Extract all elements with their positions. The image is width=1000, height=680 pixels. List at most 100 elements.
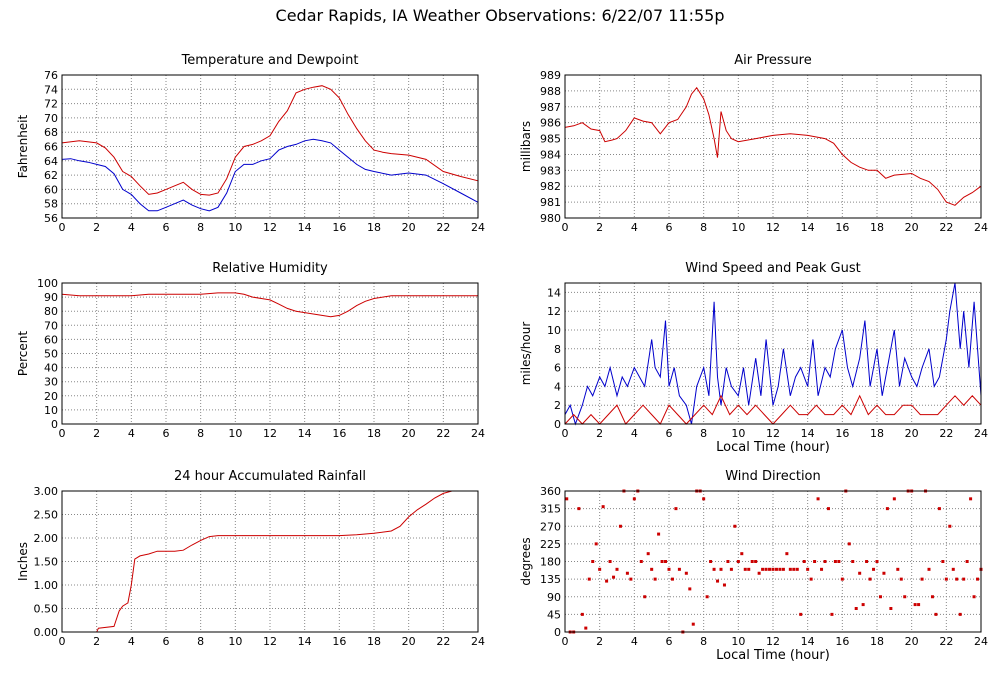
x-tick-label: 24: [471, 221, 485, 234]
data-point: [799, 612, 803, 616]
y-tick-label: 70: [44, 319, 58, 332]
chart-title: Air Pressure: [734, 53, 812, 68]
x-tick-label: 4: [128, 221, 135, 234]
data-point: [899, 577, 903, 581]
data-point: [896, 567, 900, 571]
data-point: [677, 567, 681, 571]
x-tick-label: 18: [367, 427, 381, 440]
data-point: [594, 542, 598, 546]
y-tick-label: 135: [540, 573, 561, 586]
data-point: [657, 532, 661, 536]
x-tick-label: 24: [974, 635, 988, 648]
y-tick-label: 80: [44, 305, 58, 318]
data-point: [948, 524, 952, 528]
data-point: [882, 571, 886, 575]
x-tick-label: 12: [766, 427, 780, 440]
y-axis-label: miles/hour: [519, 322, 533, 386]
y-axis-label: Fahrenheit: [16, 114, 30, 178]
y-tick-label: 0: [51, 418, 58, 431]
y-tick-label: 360: [540, 485, 561, 498]
y-tick-label: 989: [540, 69, 561, 82]
y-tick-label: 981: [540, 196, 561, 209]
x-tick-label: 4: [128, 635, 135, 648]
plot-frame: [564, 282, 982, 425]
data-point: [833, 560, 837, 563]
x-tick-label: 8: [197, 635, 204, 648]
y-tick-label: 980: [540, 212, 561, 225]
x-tick-label: 6: [163, 635, 170, 648]
x-tick-label: 10: [731, 427, 745, 440]
x-tick-label: 18: [367, 635, 381, 648]
data-point: [740, 552, 744, 556]
data-point: [643, 595, 647, 599]
data-point: [660, 560, 664, 563]
x-tick-label: 24: [974, 221, 988, 234]
x-tick-label: 4: [631, 635, 638, 648]
data-point: [847, 542, 851, 546]
series-line-1: [61, 138, 479, 212]
y-tick-label: 45: [547, 608, 561, 621]
page-title: Cedar Rapids, IA Weather Observations: 6…: [275, 6, 725, 25]
x-tick-label: 22: [436, 427, 450, 440]
data-point: [712, 567, 716, 571]
data-point: [920, 577, 924, 581]
series-line-0: [62, 490, 478, 633]
data-point: [792, 567, 796, 571]
data-point: [861, 603, 865, 607]
y-tick-label: 20: [44, 390, 58, 403]
data-point: [778, 567, 782, 571]
data-point: [785, 552, 789, 556]
data-point: [826, 507, 830, 511]
x-tick-label: 16: [835, 427, 849, 440]
data-point: [802, 560, 806, 563]
data-point: [577, 507, 581, 511]
y-tick-label: 986: [540, 117, 561, 130]
x-tick-label: 8: [700, 221, 707, 234]
data-point: [612, 575, 616, 579]
y-tick-label: 6: [554, 362, 561, 375]
x-tick-label: 20: [402, 635, 416, 648]
y-tick-label: 68: [44, 126, 58, 139]
y-tick-label: 982: [540, 180, 561, 193]
y-tick-label: 180: [540, 556, 561, 569]
data-point: [764, 567, 768, 571]
data-point: [944, 577, 948, 581]
x-tick-label: 4: [631, 221, 638, 234]
data-point: [969, 497, 973, 501]
data-point: [625, 571, 629, 575]
plot-frame: [61, 282, 479, 425]
data-point: [601, 505, 605, 509]
data-point: [781, 567, 785, 571]
x-tick-label: 14: [298, 221, 312, 234]
data-point: [709, 560, 713, 563]
data-point: [768, 567, 772, 571]
data-point: [667, 567, 671, 571]
chart-title: 24 hour Accumulated Rainfall: [174, 469, 366, 484]
x-tick-label: 14: [298, 427, 312, 440]
x-tick-label: 6: [666, 221, 673, 234]
data-point: [750, 560, 754, 563]
data-point: [729, 567, 733, 571]
x-tick-label: 0: [59, 221, 66, 234]
y-tick-label: 1.50: [34, 556, 59, 569]
x-tick-label: 10: [228, 427, 242, 440]
x-tick-label: 14: [801, 427, 815, 440]
y-tick-label: 315: [540, 503, 561, 516]
x-tick-label: 20: [402, 221, 416, 234]
plot-frame: [564, 490, 982, 633]
x-tick-label: 2: [596, 221, 603, 234]
x-tick-label: 2: [93, 427, 100, 440]
data-point: [830, 612, 834, 616]
chart-title: Wind Speed and Peak Gust: [685, 261, 860, 276]
data-point: [878, 595, 882, 599]
x-tick-label: 12: [263, 427, 277, 440]
y-tick-label: 2: [554, 399, 561, 412]
data-point: [757, 571, 761, 575]
x-tick-label: 8: [700, 635, 707, 648]
x-tick-label: 16: [835, 221, 849, 234]
x-tick-label: 22: [436, 221, 450, 234]
data-point: [771, 567, 775, 571]
